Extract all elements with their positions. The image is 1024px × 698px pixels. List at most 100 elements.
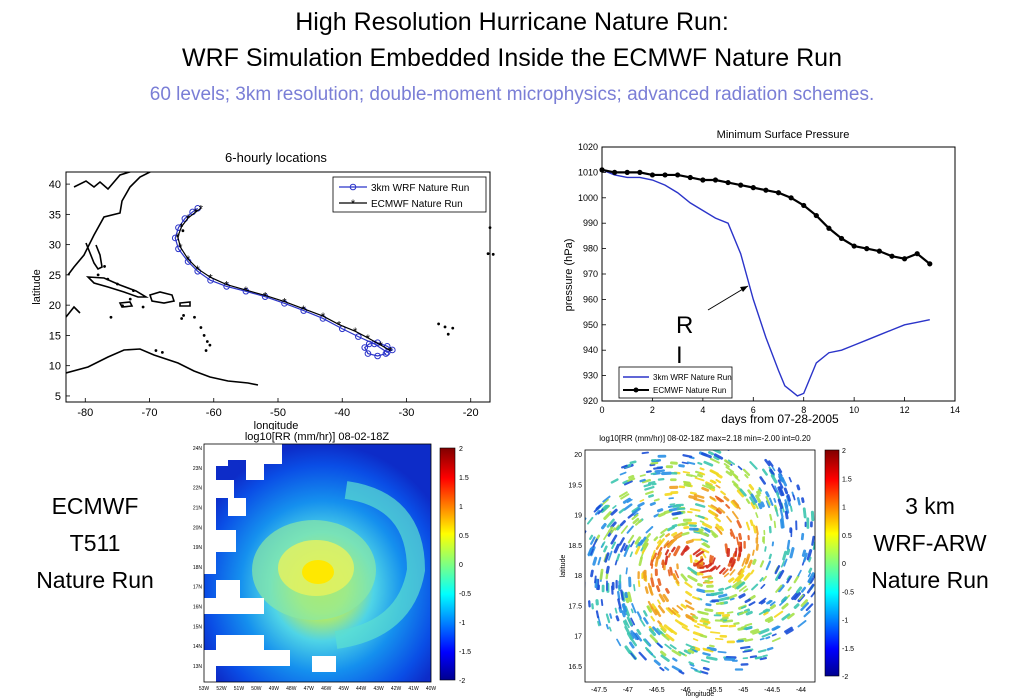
precip-streak: [610, 508, 618, 516]
precip-streak: [610, 478, 619, 484]
precip-streak: [730, 558, 736, 568]
precip-streak: [773, 610, 784, 618]
precip-streak: [731, 480, 739, 487]
precip-streak: [621, 610, 626, 618]
precip-streak: [667, 569, 671, 577]
x-tick-label: 49W: [269, 686, 280, 692]
precip-streak: [651, 549, 656, 560]
x-tick-label: 41W: [408, 686, 419, 692]
precip-streak: [665, 533, 670, 538]
precip-streak: [631, 513, 639, 521]
precip-streak: [707, 576, 714, 580]
precip-streak: [633, 584, 636, 592]
precip-streak: [697, 623, 707, 628]
y-tick-label: 990: [583, 218, 598, 228]
precip-streak: [733, 622, 740, 626]
precip-streak: [630, 652, 637, 660]
right-caption: 3 km WRF-ARW Nature Run: [850, 488, 1010, 599]
precip-streak: [726, 450, 730, 451]
y-tick-label: 16N: [193, 605, 203, 611]
precip-streak: [807, 572, 812, 578]
precip-streak: [784, 499, 789, 508]
precip-streak: [630, 630, 638, 640]
precip-streak: [628, 641, 635, 649]
precip-streak: [683, 480, 691, 484]
precip-streak: [627, 534, 635, 544]
track-point-ecmwf: *: [379, 340, 384, 352]
precip-streak: [771, 466, 776, 472]
y-tick-label: 20: [49, 300, 61, 312]
precip-streak: [683, 649, 692, 655]
precip-streak: [623, 503, 633, 511]
precip-streak: [616, 553, 621, 562]
precip-streak: [614, 607, 618, 614]
pressure-point-ecmwf: [637, 169, 643, 175]
precip-streak: [687, 649, 695, 654]
island-dot: [160, 350, 164, 354]
precip-streak: [623, 620, 628, 627]
precip-streak: [597, 556, 602, 566]
precip-streak: [618, 537, 625, 546]
precip-streak: [755, 512, 759, 519]
precip-streak: [693, 624, 700, 629]
precip-streak: [758, 487, 763, 492]
precip-streak: [654, 469, 665, 473]
precip-streak: [681, 626, 690, 632]
precip-streak: [660, 654, 670, 662]
x-tick-label: 44W: [356, 686, 367, 692]
precip-streak: [699, 564, 708, 569]
island-dot: [486, 252, 490, 256]
precip-streak: [679, 651, 686, 656]
precip-streak: [671, 546, 676, 553]
track-map-legend: 3km WRF Nature Run * ECMWF Nature Run: [332, 176, 487, 213]
precip-streak: [759, 476, 766, 485]
precip-streak: [788, 476, 792, 483]
legend-ecmwf-label: ECMWF Nature Run: [371, 199, 463, 210]
precip-streak: [778, 467, 783, 473]
precip-streak: [644, 586, 649, 594]
precip-streak: [642, 538, 649, 548]
precip-streak: [749, 461, 758, 470]
precip-streak: [622, 479, 629, 485]
precip-streak: [787, 612, 795, 620]
precip-streak: [801, 497, 805, 504]
precip-streak: [719, 567, 726, 575]
precip-streak: [774, 565, 781, 575]
precip-streak: [759, 637, 765, 641]
precip-streak: [647, 600, 654, 610]
precip-streak: [742, 468, 751, 476]
track-point-ecmwf: *: [176, 232, 181, 244]
precip-streak: [740, 565, 747, 574]
precip-streak: [645, 490, 654, 495]
precip-streak: [695, 558, 704, 566]
precip-streak: [732, 553, 736, 560]
ecmwf-map-axes: 53W 52W 51W 50W 49W 48W 47W 46W 45W 44W 43W 42W 41W 4…: [193, 446, 437, 692]
precip-streak: [673, 545, 681, 557]
colorbar-tick-label: -2: [459, 678, 465, 685]
ecmwf-colorbar: [439, 447, 456, 681]
precip-streak: [639, 536, 647, 546]
precip-streak: [590, 536, 596, 545]
precip-streak: [709, 644, 715, 648]
precip-streak: [632, 517, 640, 525]
precip-streak: [699, 619, 711, 624]
precip-streak: [671, 649, 682, 657]
precip-streak: [676, 604, 684, 611]
cuba-coast: [85, 276, 149, 298]
ri-label-r: R: [676, 312, 694, 339]
precip-streak: [672, 516, 679, 520]
precip-streak: [736, 536, 740, 546]
precip-streak: [660, 650, 667, 657]
precip-streak: [634, 536, 642, 545]
precip-streak: [809, 577, 815, 584]
pressure-point-ecmwf: [838, 235, 845, 242]
y-tick-label: 35: [49, 209, 61, 221]
wrf-map-axes: -47.5 -47 -46.5 -46 -45.5 -45 -44.5 -44 20 19.5 19…: [568, 452, 806, 694]
precip-streak: [700, 659, 710, 663]
precip-streak: [725, 503, 731, 509]
precip-streak: [734, 476, 741, 482]
precip-streak: [793, 591, 801, 601]
track-point-ecmwf: *: [186, 213, 191, 225]
y-tick-label: 19N: [193, 545, 203, 551]
precip-streak: [699, 471, 706, 476]
